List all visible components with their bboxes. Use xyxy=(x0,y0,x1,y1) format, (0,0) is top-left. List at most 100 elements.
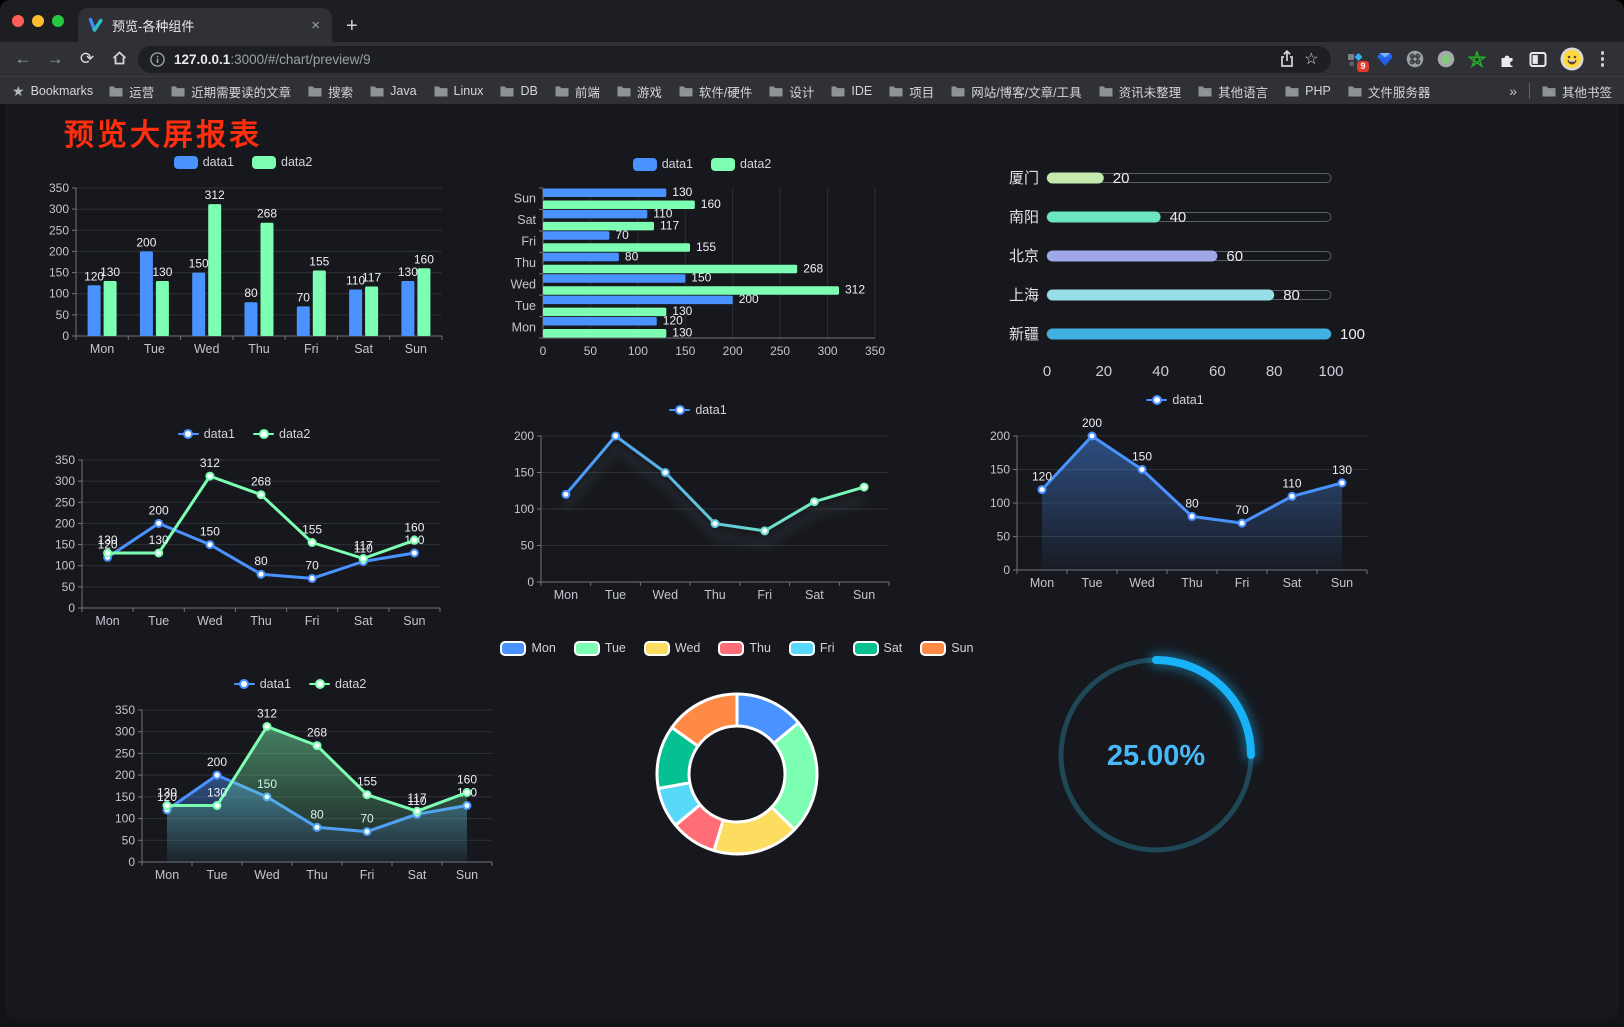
svg-text:268: 268 xyxy=(307,726,327,740)
bookmark-folder[interactable]: 前端 xyxy=(555,82,600,101)
bookmark-folder[interactable]: 设计 xyxy=(769,82,814,101)
grouped-bar-chart[interactable]: data1 data2 0 50 100 150 200 250 300 350 Mon Tue Wed… xyxy=(36,150,450,362)
svg-text:200: 200 xyxy=(739,292,759,306)
close-window-button[interactable] xyxy=(12,15,24,27)
folder-icon xyxy=(1198,86,1212,97)
svg-text:150: 150 xyxy=(691,271,711,285)
bookmarks-overflow-chevron[interactable]: » xyxy=(1509,83,1517,99)
svg-text:Fri: Fri xyxy=(305,614,320,628)
bookmark-folder[interactable]: PHP xyxy=(1285,84,1331,98)
extension-star-icon[interactable] xyxy=(1467,50,1486,68)
bookmark-folder[interactable]: 近期需要读的文章 xyxy=(171,82,291,101)
legend-item[interactable]: data2 xyxy=(252,155,312,169)
chart-canvas: 厦门 20 南阳 40 北京 60 上海 80 新疆 100 0 20 40 60 80 100 xyxy=(1009,170,1365,380)
bookmark-star-icon[interactable]: ☆ xyxy=(1304,51,1319,68)
weekday-donut-chart[interactable]: Mon Tue Wed Thu Fri Sat Sun xyxy=(500,636,974,882)
legend-item[interactable]: data1 xyxy=(233,677,291,691)
home-icon[interactable] xyxy=(106,49,132,69)
svg-text:200: 200 xyxy=(55,516,75,530)
legend-item[interactable]: data1 xyxy=(177,427,235,441)
page-content: 预览大屏报表 data1 data2 0 50 100 150 200 250 300 350 Mo… xyxy=(0,104,1624,1027)
legend-item[interactable]: Fri xyxy=(788,640,835,656)
chart-canvas: 0 50 100 150 200 250 300 350 Mon Tue Wed Thu Fri Sat S… xyxy=(49,181,443,356)
browser-tab[interactable]: 预览-各种组件 × xyxy=(78,8,332,42)
legend-item[interactable]: Sun xyxy=(920,640,974,656)
folder-icon xyxy=(1285,86,1299,97)
forward-icon[interactable]: → xyxy=(46,49,64,68)
svg-text:268: 268 xyxy=(257,207,277,221)
svg-text:110: 110 xyxy=(653,206,672,220)
folder-icon xyxy=(1099,86,1113,97)
legend-item[interactable]: data1 xyxy=(173,155,234,169)
site-info-icon[interactable] xyxy=(150,51,165,67)
legend-item[interactable]: data1 xyxy=(1146,393,1204,407)
svg-text:70: 70 xyxy=(305,558,319,572)
bookmark-folder[interactable]: 软件/硬件 xyxy=(679,82,752,101)
folder-icon xyxy=(1348,86,1362,97)
legend-label: data1 xyxy=(202,155,234,169)
chart-legend: data1 data2 xyxy=(98,672,502,696)
svg-text:20: 20 xyxy=(1113,170,1130,187)
bookmarks-label: Bookmarks xyxy=(30,84,94,98)
bookmark-folder[interactable]: 网站/博客/文章/工具 xyxy=(951,82,1082,101)
bookmark-folder[interactable]: 搜索 xyxy=(308,82,353,101)
svg-text:100: 100 xyxy=(990,496,1010,510)
legend-label: data2 xyxy=(335,677,367,691)
legend-item[interactable]: data1 xyxy=(669,403,727,417)
legend-item[interactable]: data2 xyxy=(309,677,366,691)
gradient-line-chart[interactable]: data1 0 50 100 150 200 Mon Tue Wed Thu Fri Sat Sun xyxy=(497,398,899,608)
legend-item[interactable]: Mon xyxy=(500,640,556,656)
share-icon[interactable] xyxy=(1279,50,1295,68)
extensions-puzzle-icon[interactable] xyxy=(1499,51,1516,68)
two-series-area-chart[interactable]: data1 data2 0 50 100 150 200 250 300 350 Mon Tue Wed… xyxy=(98,672,502,888)
minimize-window-button[interactable] xyxy=(32,15,44,27)
single-area-chart[interactable]: data1 0 50 100 150 200 Mon Tue Wed Thu Fri Sat Sun 12… xyxy=(973,388,1377,596)
new-tab-button[interactable]: + xyxy=(346,15,358,37)
bookmark-folder[interactable]: 运营 xyxy=(109,82,154,101)
svg-text:160: 160 xyxy=(404,520,424,534)
bookmark-folder[interactable]: Java xyxy=(370,84,417,98)
svg-text:Fri: Fri xyxy=(521,235,536,249)
chart-canvas: 25.00% xyxy=(1058,652,1259,853)
bookmarks-root[interactable]: ★ Bookmarks xyxy=(12,83,93,100)
svg-text:Thu: Thu xyxy=(1181,576,1203,590)
profile-avatar[interactable] xyxy=(1560,47,1584,71)
extension-green-dot-icon[interactable] xyxy=(1437,50,1455,68)
back-icon[interactable]: ← xyxy=(14,49,32,68)
extension-command-icon[interactable] xyxy=(1406,50,1424,68)
bookmark-folder[interactable]: 文件服务器 xyxy=(1348,82,1430,101)
horizontal-bar-chart[interactable]: data1 data2 0 50 100 150 200 250 300 350 Sun Sat Fri… xyxy=(503,152,901,364)
tab-close-icon[interactable]: × xyxy=(311,16,320,34)
bookmark-folder[interactable]: 资讯未整理 xyxy=(1099,82,1181,101)
bookmark-folder[interactable]: 项目 xyxy=(889,82,934,101)
folder-icon xyxy=(679,86,693,97)
svg-text:200: 200 xyxy=(136,235,156,249)
legend-item[interactable]: Wed xyxy=(643,640,700,656)
bookmark-folder[interactable]: 游戏 xyxy=(617,82,662,101)
bookmark-folder[interactable]: 其他语言 xyxy=(1198,82,1268,101)
bookmark-folder[interactable]: IDE xyxy=(831,84,872,98)
legend-item[interactable]: data2 xyxy=(253,427,310,441)
side-panel-icon[interactable] xyxy=(1529,51,1547,68)
browser-menu-icon[interactable] xyxy=(1597,51,1609,67)
city-progress-chart[interactable]: 厦门 20 南阳 40 北京 60 上海 80 新疆 100 0 20 40 60 80 100 xyxy=(993,156,1393,384)
address-bar[interactable]: 127.0.0.1:3000/#/chart/preview/9 ☆ xyxy=(138,45,1331,73)
bookmark-folder[interactable]: DB xyxy=(500,84,538,98)
bookmark-folder[interactable]: Linux xyxy=(434,84,483,98)
svg-text:Tue: Tue xyxy=(605,588,626,602)
legend-item[interactable]: Sat xyxy=(852,640,902,656)
legend-item[interactable]: data2 xyxy=(711,157,771,171)
two-series-line-chart[interactable]: data1 data2 0 50 100 150 200 250 300 350 Mon Tue Wed… xyxy=(38,422,450,634)
svg-text:350: 350 xyxy=(115,703,135,717)
percentage-gauge-chart[interactable]: 25.00% xyxy=(1048,644,1264,866)
folder-icon xyxy=(831,86,845,97)
zoom-window-button[interactable] xyxy=(52,15,64,27)
reload-icon[interactable]: ⟳ xyxy=(79,49,95,68)
legend-item[interactable]: Thu xyxy=(718,640,771,656)
legend-item[interactable]: data1 xyxy=(632,157,693,171)
chart-legend: data1 xyxy=(497,398,899,422)
legend-item[interactable]: Tue xyxy=(573,640,626,656)
other-bookmarks[interactable]: 其他书签 xyxy=(1542,82,1612,101)
extension-gem-icon[interactable] xyxy=(1377,52,1393,67)
extension-grid-icon[interactable]: 9 xyxy=(1347,51,1369,72)
